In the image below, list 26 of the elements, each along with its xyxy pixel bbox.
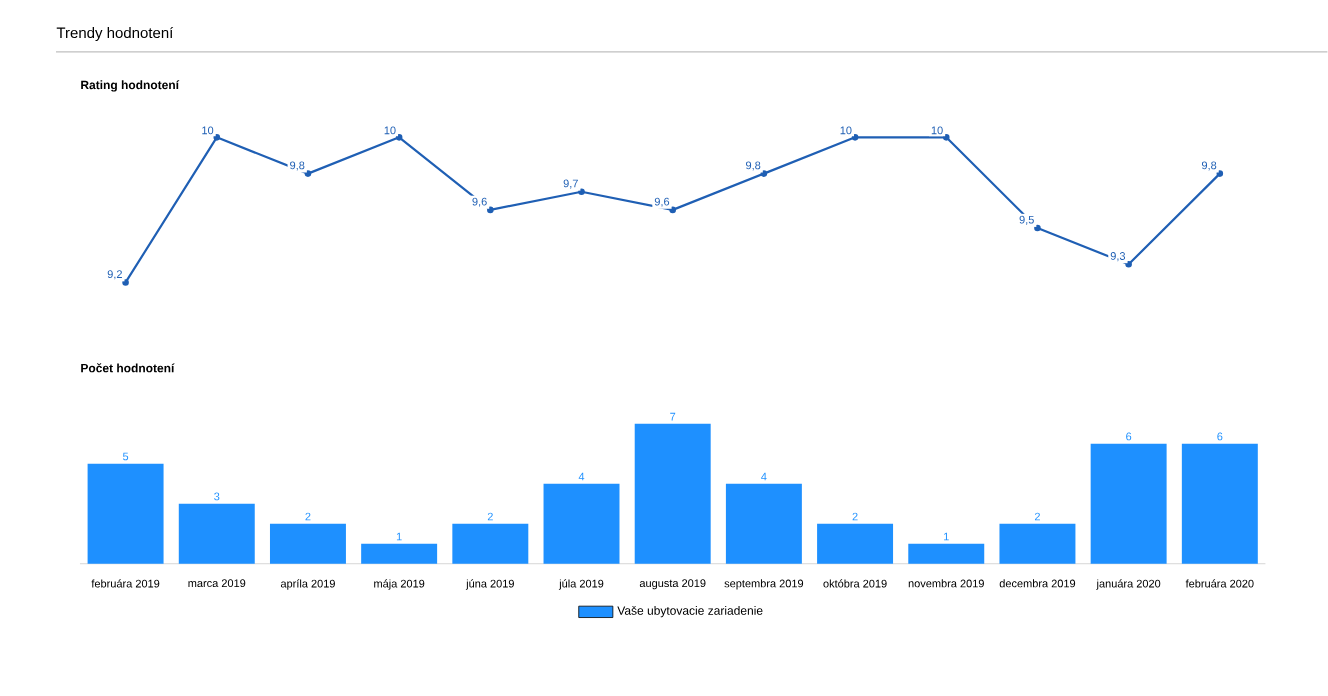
point [760,170,768,178]
bar [725,483,802,564]
bar [361,543,438,564]
point [395,134,403,141]
bar [1181,443,1258,564]
point [578,188,585,196]
point [213,134,221,141]
bar [452,523,529,564]
point [304,170,312,178]
point [851,134,859,141]
bar [1090,443,1167,564]
point [1125,261,1132,268]
point [669,206,676,214]
point [942,134,950,141]
bar [999,523,1076,564]
point [1034,224,1041,232]
point [487,206,494,214]
bar [817,523,894,564]
point [1216,170,1224,178]
bar [269,523,346,564]
bar [178,503,255,564]
point [122,279,129,286]
bar [634,423,711,564]
bar [908,543,985,564]
bar [543,483,620,564]
bar [87,463,164,564]
